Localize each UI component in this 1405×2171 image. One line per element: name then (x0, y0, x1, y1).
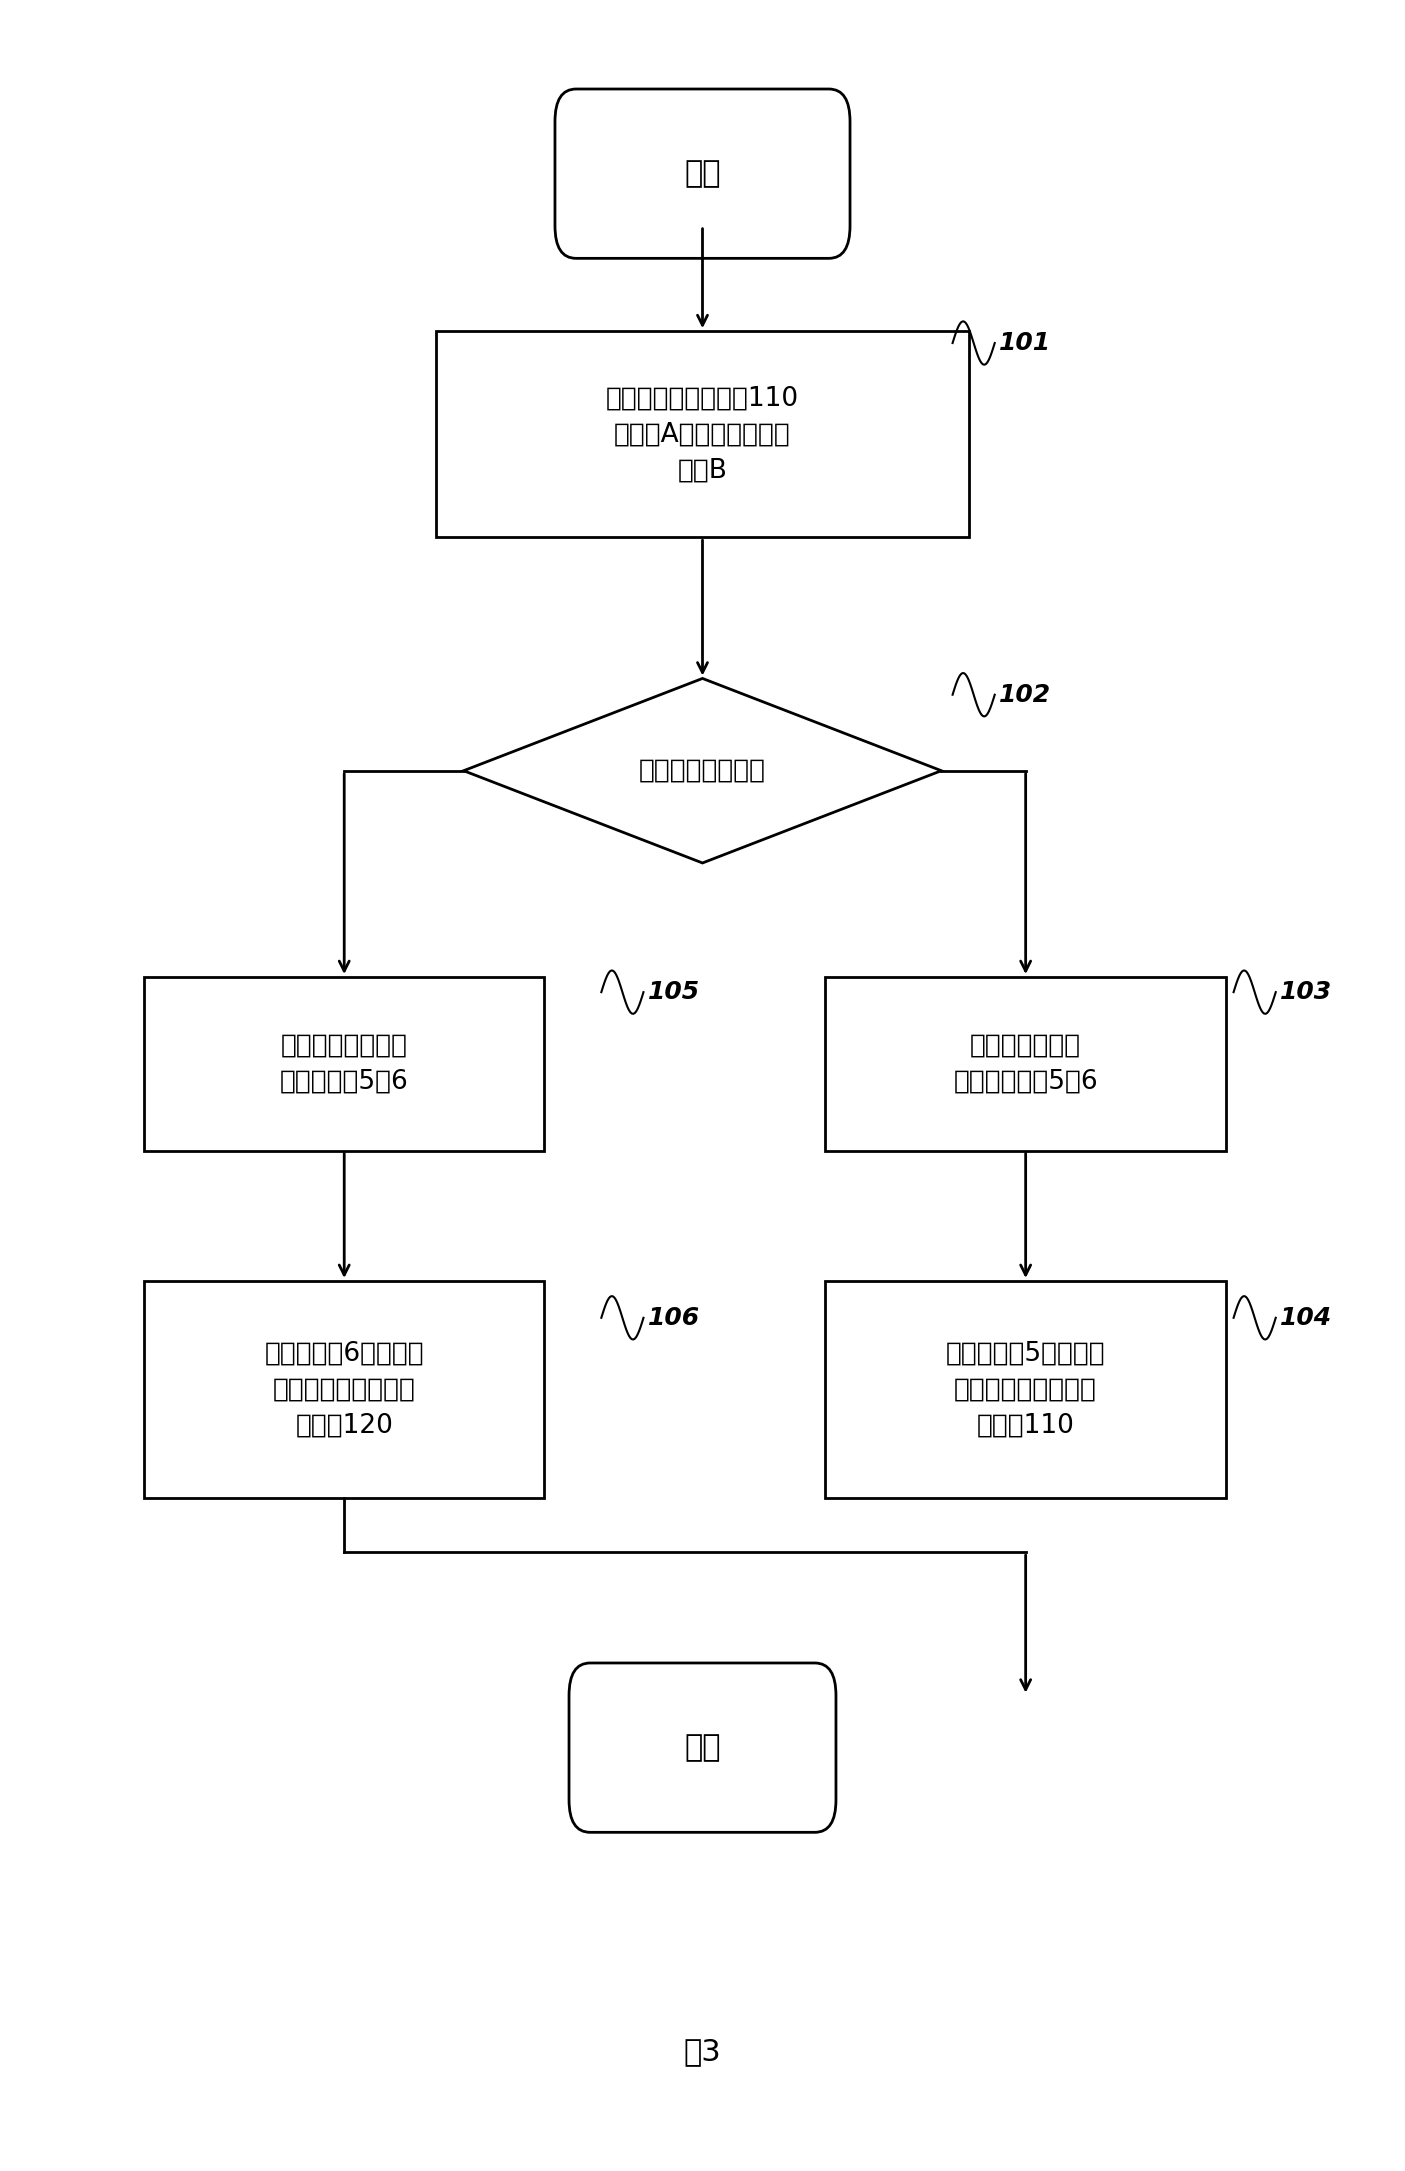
Text: 三态缓冲器5进入启用
状态，选择常备芯片
间互连110: 三态缓冲器5进入启用 状态，选择常备芯片 间互连110 (946, 1340, 1106, 1439)
Text: 图3: 图3 (684, 2036, 721, 2067)
Text: 提供高电平信号到
三态缓冲器5、6: 提供高电平信号到 三态缓冲器5、6 (280, 1033, 409, 1094)
Polygon shape (464, 677, 941, 862)
Text: 102: 102 (999, 682, 1051, 708)
Text: 106: 106 (648, 1305, 700, 1331)
Text: 结束: 结束 (684, 1732, 721, 1763)
Text: 105: 105 (648, 979, 700, 1005)
Text: 开始: 开始 (684, 158, 721, 189)
Text: 接收到测试信号？: 接收到测试信号？ (639, 758, 766, 784)
FancyBboxPatch shape (569, 1663, 836, 1832)
Bar (826, 1281, 1227, 1498)
Text: 103: 103 (1280, 979, 1332, 1005)
Text: 三态缓冲器6进入启用
状态，选择预备芯片
间互连120: 三态缓冲器6进入启用 状态，选择预备芯片 间互连120 (264, 1340, 424, 1439)
Text: 提供低电平信号
到三态缓冲器5、6: 提供低电平信号 到三态缓冲器5、6 (954, 1033, 1097, 1094)
Bar (145, 1281, 544, 1498)
Text: 104: 104 (1280, 1305, 1332, 1331)
FancyBboxPatch shape (555, 89, 850, 258)
Bar (436, 330, 969, 536)
Bar (826, 977, 1227, 1151)
Bar (145, 977, 544, 1151)
Text: 经由常备芯片间互连110
从芯片A发送测试信号到
芯片B: 经由常备芯片间互连110 从芯片A发送测试信号到 芯片B (606, 384, 799, 484)
Text: 101: 101 (999, 330, 1051, 356)
